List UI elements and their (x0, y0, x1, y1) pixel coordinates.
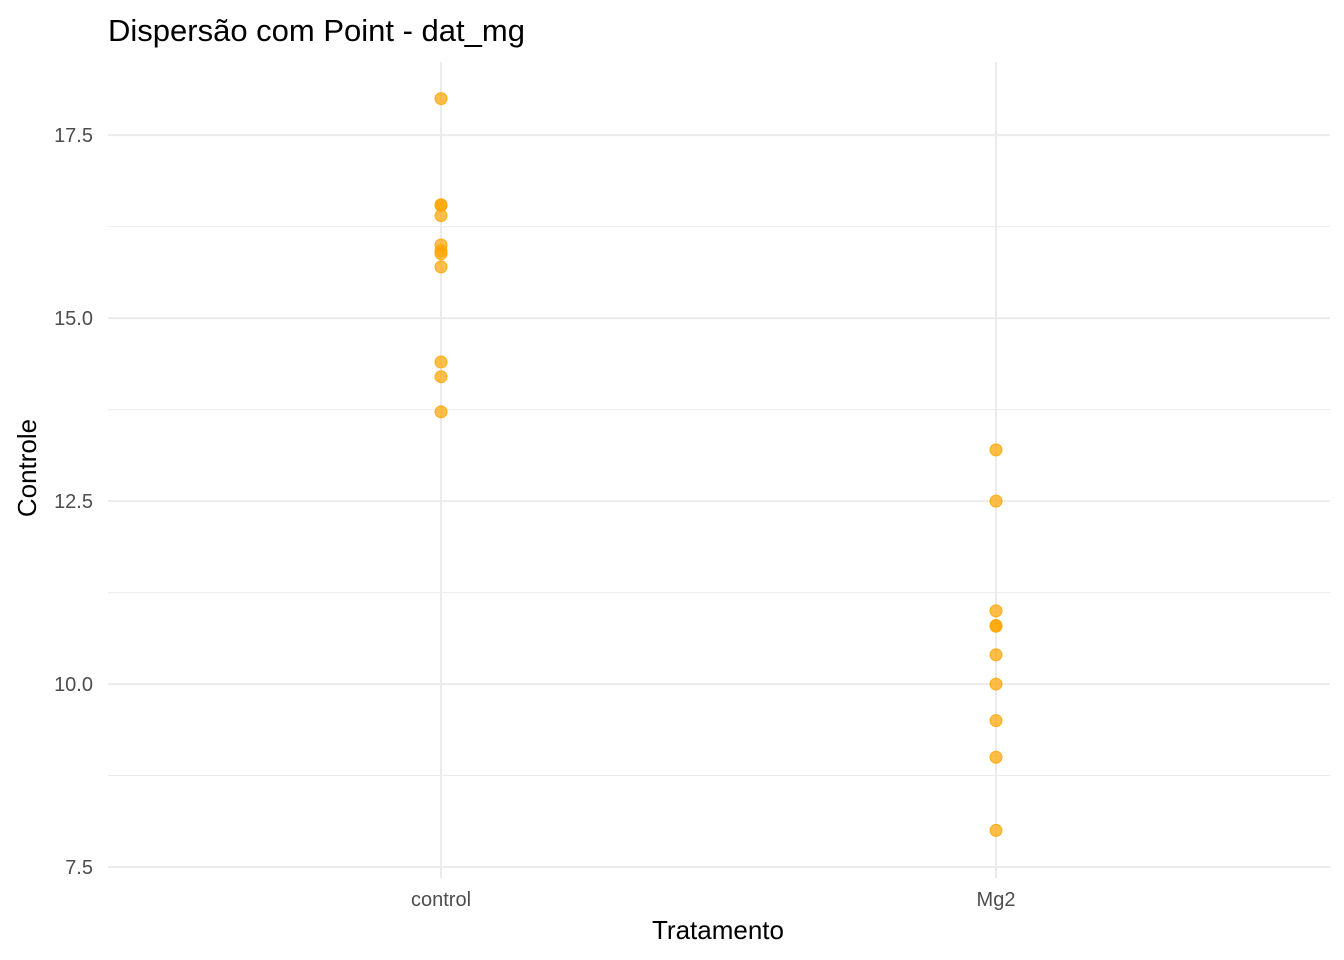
y-axis-ticks: 7.5 10.0 12.5 15.0 17.5 (54, 125, 93, 879)
data-point (989, 677, 1003, 691)
chart-title: Dispersão com Point - dat_mg (108, 13, 525, 48)
data-point (989, 823, 1003, 837)
x-tick-label: Mg2 (977, 889, 1016, 911)
data-point (434, 370, 448, 384)
data-point (989, 714, 1003, 728)
data-point (434, 355, 448, 369)
data-points (434, 92, 1003, 837)
x-axis-ticks: control Mg2 (411, 889, 1015, 911)
y-tick-label: 12.5 (54, 491, 93, 513)
data-point (434, 405, 448, 419)
data-point (989, 494, 1003, 508)
data-point (989, 750, 1003, 764)
y-tick-label: 10.0 (54, 674, 93, 696)
data-point (434, 209, 448, 223)
data-point (434, 260, 448, 274)
data-point (434, 92, 448, 106)
y-axis-title: Controle (12, 419, 42, 517)
y-tick-label: 15.0 (54, 308, 93, 330)
data-point (989, 619, 1003, 633)
x-axis-title: Tratamento (652, 915, 784, 945)
x-tick-label: control (411, 889, 471, 911)
y-tick-label: 7.5 (65, 857, 93, 879)
data-point (989, 443, 1003, 457)
data-point (434, 247, 448, 261)
data-point (989, 648, 1003, 662)
data-point (989, 604, 1003, 618)
grid-lines (108, 62, 1330, 878)
y-tick-label: 17.5 (54, 125, 93, 147)
